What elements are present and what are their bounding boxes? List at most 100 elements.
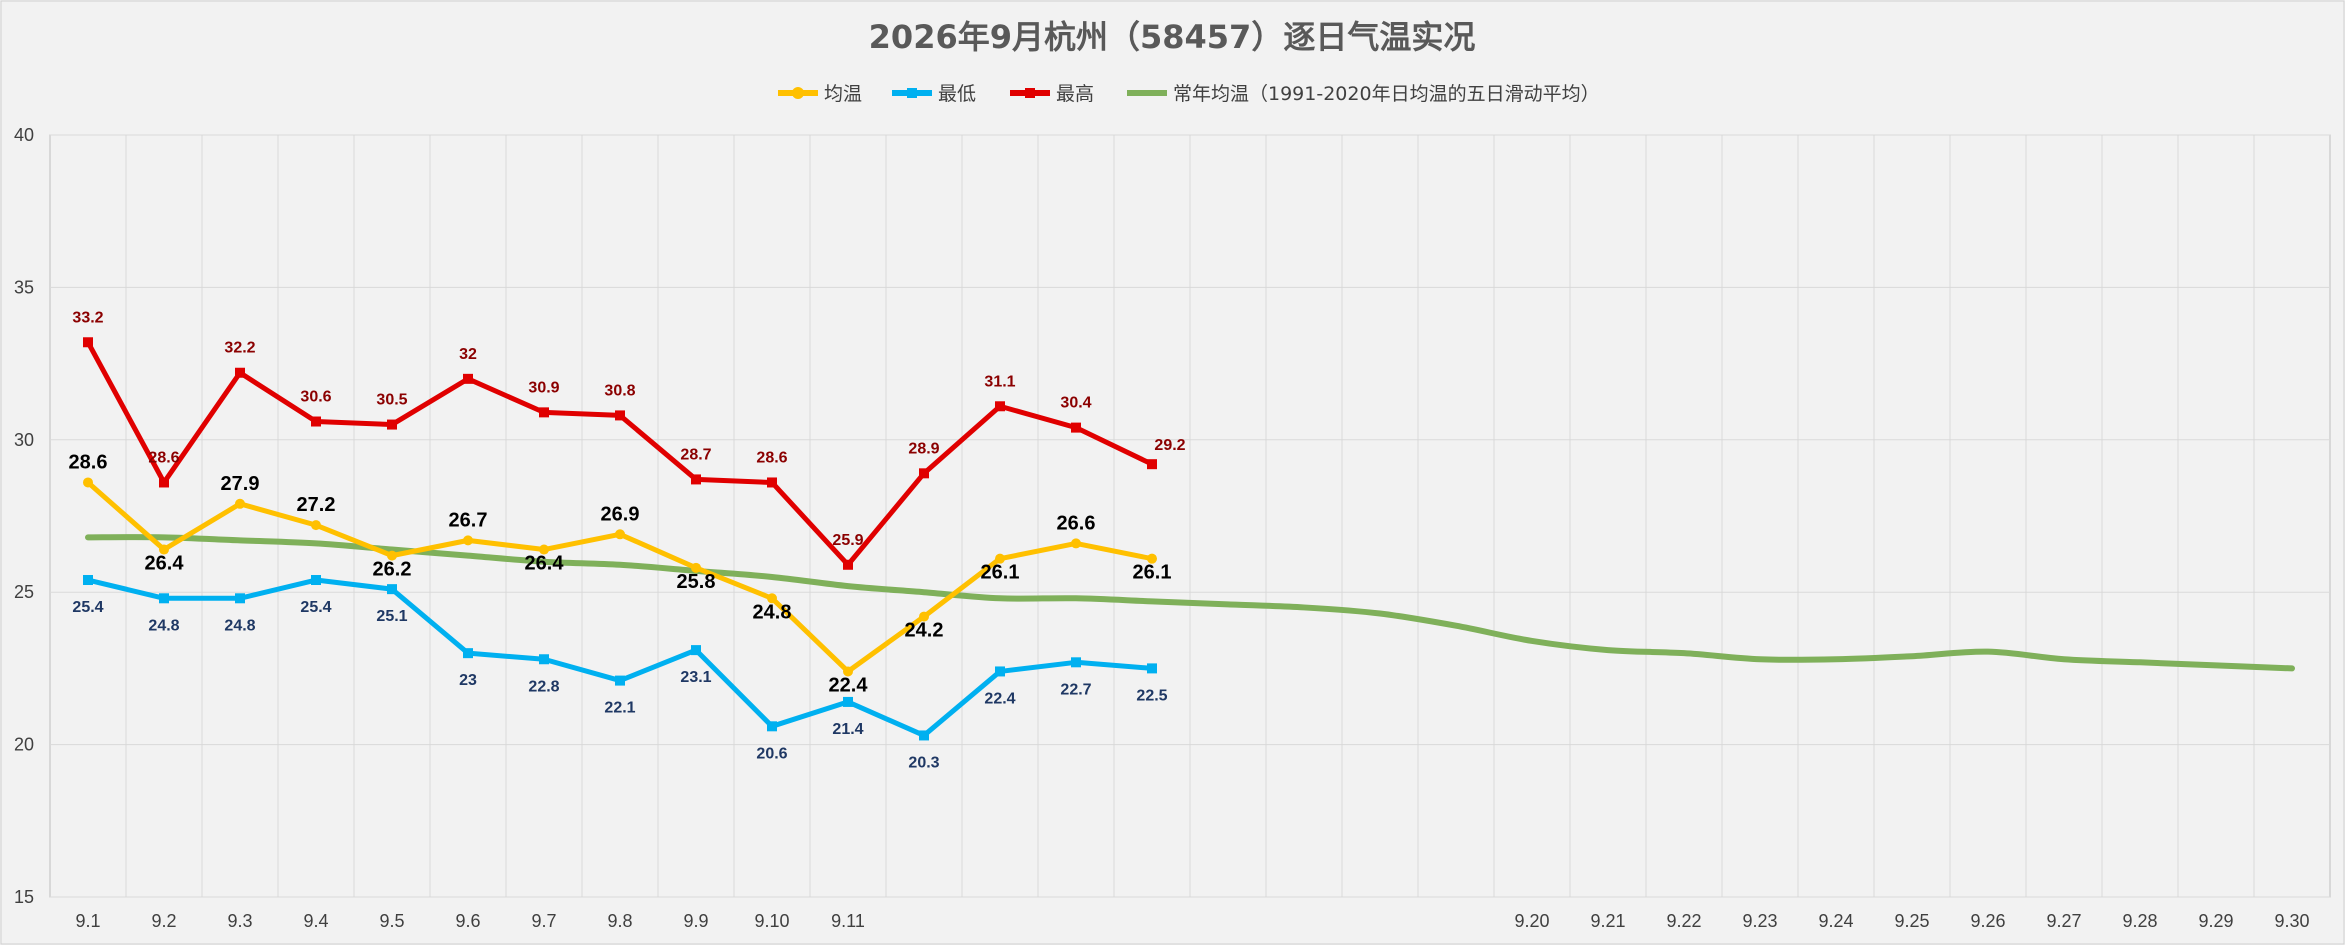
point-avg <box>995 553 1005 564</box>
point-low <box>539 654 549 665</box>
data-label-avg: 24.8 <box>753 601 792 623</box>
data-label-avg: 26.1 <box>1133 562 1172 584</box>
data-label-avg: 24.2 <box>905 620 944 642</box>
y-tick-label: 35 <box>14 277 34 297</box>
data-label-low: 24.8 <box>148 617 179 634</box>
data-label-low: 22.5 <box>1136 687 1167 704</box>
data-label-avg: 28.6 <box>69 451 108 473</box>
x-tick-label: 9.27 <box>2046 911 2081 931</box>
point-high <box>539 407 549 418</box>
data-label-high: 32.2 <box>224 340 255 357</box>
point-low <box>83 575 93 586</box>
data-label-low: 25.1 <box>376 608 407 625</box>
data-label-low: 25.4 <box>300 599 331 616</box>
point-avg <box>1147 553 1157 564</box>
point-low <box>615 675 625 686</box>
data-label-low: 22.1 <box>604 700 635 717</box>
data-label-high: 30.4 <box>1060 395 1091 412</box>
data-label-high: 32 <box>459 346 477 363</box>
point-avg <box>463 535 473 546</box>
x-tick-label: 9.23 <box>1742 911 1777 931</box>
y-tick-label: 20 <box>14 735 34 755</box>
x-tick-label: 9.26 <box>1970 911 2005 931</box>
point-high <box>767 477 777 488</box>
point-low <box>235 593 245 604</box>
x-tick-label: 9.1 <box>75 911 100 931</box>
data-label-low: 25.4 <box>72 599 103 616</box>
x-tick-label: 9.5 <box>379 911 404 931</box>
data-labels: 25.4 24.8 24.8 25.4 25.1 23 22.8 22.1 23.1 20.6 21… <box>69 309 1186 771</box>
point-low <box>691 645 701 656</box>
data-label-low: 21.4 <box>832 721 863 738</box>
data-label-high: 31.1 <box>984 373 1015 390</box>
x-tick-label: 9.6 <box>455 911 480 931</box>
chart-title: 2026年9月杭州（58457）逐日气温实况 <box>869 18 1476 56</box>
legend-marker-avg <box>792 87 804 99</box>
point-high <box>843 559 853 570</box>
data-label-avg: 26.9 <box>601 503 640 525</box>
data-label-avg: 26.7 <box>449 509 488 531</box>
series-line-normal <box>85 534 2295 672</box>
legend-label-high: 最高 <box>1056 83 1094 105</box>
data-label-avg: 26.1 <box>981 562 1020 584</box>
x-tick-label: 9.4 <box>303 911 328 931</box>
point-high <box>1147 459 1157 470</box>
point-high <box>463 373 473 384</box>
point-low <box>767 721 777 732</box>
data-label-low: 23.1 <box>680 669 711 686</box>
legend-label-low: 最低 <box>938 83 976 105</box>
data-label-low: 23 <box>459 672 477 689</box>
point-avg <box>691 562 701 573</box>
x-tick-label: 9.25 <box>1894 911 1929 931</box>
point-low <box>843 696 853 707</box>
legend-marker-high <box>1025 88 1035 98</box>
y-tick-label: 40 <box>14 125 34 145</box>
point-low <box>1071 657 1081 668</box>
data-label-high: 28.9 <box>908 440 939 457</box>
series-layer <box>83 337 2295 741</box>
point-low <box>463 648 473 659</box>
x-tick-label: 9.30 <box>2274 911 2309 931</box>
point-high <box>919 468 929 479</box>
point-high <box>1071 422 1081 433</box>
data-label-low: 22.7 <box>1060 681 1091 698</box>
point-low <box>387 584 397 595</box>
x-tick-label: 9.8 <box>607 911 632 931</box>
data-label-avg: 26.2 <box>373 559 412 581</box>
point-high <box>159 477 169 488</box>
grid: 15 20 25 30 35 40 9.1 9.2 9.3 9.4 9.5 9.6 9.7 9.8 9.9 9… <box>14 125 2331 931</box>
x-tick-label: 9.3 <box>227 911 252 931</box>
data-label-high: 28.6 <box>148 449 179 466</box>
point-high <box>311 416 321 427</box>
data-label-avg: 26.4 <box>525 553 565 575</box>
y-tick-label: 15 <box>14 887 34 907</box>
point-avg <box>539 544 549 555</box>
point-avg <box>1071 538 1081 549</box>
point-avg <box>615 529 625 540</box>
point-high <box>83 337 93 348</box>
data-label-avg: 26.4 <box>145 553 185 575</box>
x-tick-label: 9.7 <box>531 911 556 931</box>
point-avg <box>767 593 777 604</box>
data-label-high: 30.8 <box>604 382 635 399</box>
legend-label-avg: 均温 <box>824 83 862 105</box>
legend-label-normal: 常年均温（1991-2020年日均温的五日滑动平均） <box>1173 83 1600 105</box>
data-label-avg: 22.4 <box>829 674 869 696</box>
data-label-high: 30.5 <box>376 392 407 409</box>
data-label-high: 28.6 <box>756 449 787 466</box>
legend: 均温 最低 最高 常年均温（1991-2020年日均温的五日滑动平均） <box>778 83 1600 105</box>
x-tick-label: 9.2 <box>151 911 176 931</box>
point-avg <box>311 520 321 531</box>
data-label-high: 29.2 <box>1154 437 1185 454</box>
data-label-low: 22.4 <box>984 690 1015 707</box>
point-high <box>691 474 701 485</box>
data-label-avg: 27.2 <box>297 494 336 516</box>
point-avg <box>159 544 169 555</box>
data-label-high: 30.6 <box>300 389 331 406</box>
x-tick-label: 9.28 <box>2122 911 2157 931</box>
data-label-low: 22.8 <box>528 678 559 695</box>
point-low <box>159 593 169 604</box>
data-label-avg: 25.8 <box>677 571 716 593</box>
